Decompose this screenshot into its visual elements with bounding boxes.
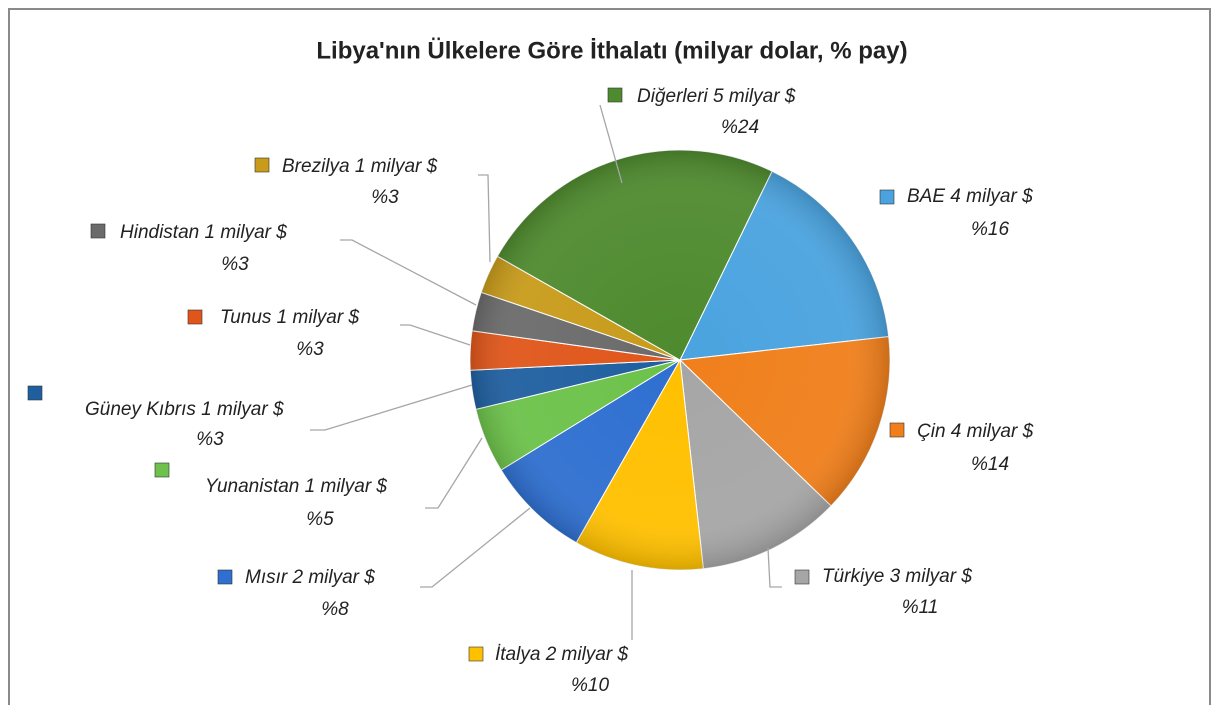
slice-value-label: %3 bbox=[221, 254, 249, 275]
slice-value-label: %11 bbox=[902, 597, 939, 618]
legend-swatch bbox=[217, 569, 233, 585]
slice-value-label: %10 bbox=[571, 675, 609, 696]
leader-line bbox=[400, 324, 471, 346]
slice-label: Brezilya 1 milyar $ bbox=[282, 156, 438, 177]
legend-swatch bbox=[607, 87, 623, 103]
slice-label: Güney Kıbrıs 1 milyar $ bbox=[85, 399, 284, 420]
slice-value-label: %3 bbox=[296, 339, 324, 360]
chart-title: Libya'nın Ülkelere Göre İthalatı (milyar… bbox=[316, 37, 907, 64]
slice-label: İtalya 2 milyar $ bbox=[495, 644, 628, 665]
legend-swatch bbox=[468, 646, 484, 662]
legend-swatch bbox=[90, 223, 106, 239]
leader-line bbox=[425, 437, 483, 509]
slice-value-label: %16 bbox=[971, 219, 1009, 240]
slice-label: Diğerleri 5 milyar $ bbox=[637, 86, 796, 107]
slice-value-label: %3 bbox=[196, 429, 224, 450]
slice-label: Hindistan 1 milyar $ bbox=[120, 222, 287, 243]
slice-label: Yunanistan 1 milyar $ bbox=[205, 476, 387, 497]
slice-label: Türkiye 3 milyar $ bbox=[822, 566, 972, 587]
slice-value-label: %8 bbox=[321, 599, 349, 620]
leader-line bbox=[478, 174, 491, 263]
legend-swatch bbox=[187, 309, 203, 325]
slice-label: Çin 4 milyar $ bbox=[917, 421, 1034, 442]
slice-label: Mısır 2 milyar $ bbox=[245, 567, 375, 588]
leader-line bbox=[599, 104, 623, 184]
legend-swatch bbox=[154, 462, 170, 478]
legend-swatch bbox=[254, 157, 270, 173]
leader-line bbox=[310, 384, 473, 431]
slice-value-label: %14 bbox=[971, 454, 1009, 475]
frame bbox=[8, 8, 1211, 705]
slice-value-label: %5 bbox=[306, 509, 334, 530]
legend-swatch bbox=[794, 569, 810, 585]
slice-label: Tunus 1 milyar $ bbox=[220, 307, 359, 328]
slice-label: BAE 4 milyar $ bbox=[907, 186, 1033, 207]
legend-swatch bbox=[27, 385, 43, 401]
legend-swatch bbox=[879, 189, 895, 205]
legend-swatch bbox=[889, 422, 905, 438]
slice-value-label: %24 bbox=[721, 117, 759, 138]
slice-value-label: %3 bbox=[371, 187, 399, 208]
leader-line bbox=[767, 547, 782, 588]
leader-line bbox=[420, 507, 531, 588]
leader-line bbox=[340, 239, 477, 306]
